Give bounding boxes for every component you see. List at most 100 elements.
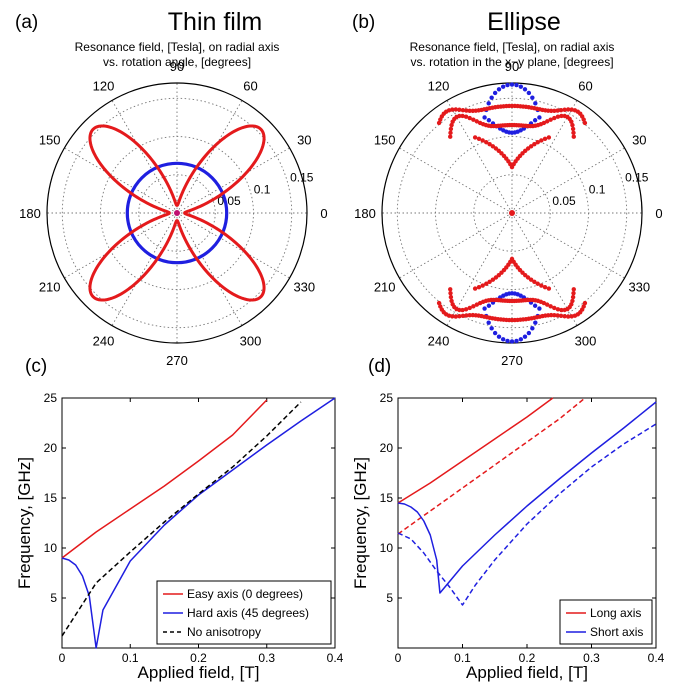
data-point	[489, 95, 494, 100]
data-point	[505, 82, 510, 88]
angle-label: 90	[170, 59, 184, 74]
data-point	[496, 334, 502, 339]
series-blue-outer	[482, 82, 542, 344]
data-point	[476, 284, 482, 290]
angle-label: 0	[655, 206, 662, 221]
x-tick-label: 0.2	[190, 651, 207, 665]
data-point	[509, 82, 515, 87]
data-point	[474, 302, 480, 307]
data-point	[571, 290, 576, 296]
data-point	[571, 287, 576, 292]
radial-label: 0.1	[254, 182, 271, 196]
data-point	[546, 135, 552, 140]
data-point	[535, 140, 540, 145]
data-point	[480, 138, 485, 143]
angle-label: 180	[354, 206, 376, 221]
angle-label: 210	[374, 280, 396, 295]
data-point	[570, 294, 576, 300]
data-point	[542, 284, 548, 290]
data-point	[448, 130, 453, 136]
data-point	[493, 146, 499, 151]
data-point	[472, 135, 478, 140]
data-point	[450, 314, 455, 319]
radial-label: 0.1	[589, 182, 606, 196]
angle-spoke	[399, 147, 513, 214]
data-point	[530, 326, 535, 331]
data-point	[570, 298, 575, 304]
data-point	[552, 115, 557, 121]
series-red-rose	[88, 124, 266, 302]
radial-label: 0.05	[552, 194, 576, 208]
series-line-2	[61, 401, 302, 637]
data-point	[457, 314, 462, 319]
angle-label: 210	[39, 280, 61, 295]
chart-subtitle: vs. rotation angle, [degrees]	[103, 55, 251, 69]
data-point	[566, 314, 571, 319]
data-point	[448, 290, 453, 296]
chart-title: Ellipse	[487, 8, 561, 36]
x-tick-label: 0.1	[122, 651, 139, 665]
radial-ring	[138, 174, 216, 252]
data-point	[559, 307, 564, 313]
legend-label: Long axis	[590, 606, 641, 620]
data-point	[522, 334, 528, 339]
data-point	[546, 286, 552, 291]
data-point	[533, 101, 538, 106]
panel-label: (d)	[368, 356, 391, 377]
data-point	[569, 302, 574, 307]
series-line-0	[397, 397, 554, 504]
polar-grid	[382, 83, 642, 343]
angle-label: 30	[632, 133, 646, 148]
data-point	[496, 87, 502, 92]
data-point	[460, 307, 465, 313]
data-point	[562, 113, 567, 119]
data-point	[500, 84, 506, 89]
data-point	[484, 140, 489, 145]
data-point	[555, 307, 561, 312]
data-point	[448, 134, 453, 139]
y-tick-label: 20	[380, 441, 394, 455]
center-point	[174, 210, 180, 216]
y-tick-label: 15	[44, 491, 58, 505]
angle-spoke	[176, 100, 243, 214]
data-point	[472, 286, 478, 291]
angle-label: 270	[501, 353, 523, 368]
legend-label: Easy axis (0 degrees)	[187, 587, 303, 601]
data-point	[453, 107, 458, 112]
data-point	[486, 101, 491, 106]
data-point	[509, 339, 515, 344]
data-point	[526, 90, 532, 96]
radial-ring	[61, 97, 293, 329]
data-point	[532, 279, 537, 285]
data-point	[505, 338, 510, 344]
data-point	[533, 320, 538, 325]
data-point	[552, 305, 557, 311]
data-point	[438, 117, 443, 122]
data-point	[467, 305, 472, 311]
y-tick-label: 5	[386, 591, 393, 605]
data-point	[548, 117, 553, 122]
radial-label: 0.15	[290, 171, 314, 185]
data-point	[549, 312, 554, 318]
series-red-lobe-outer	[436, 103, 588, 323]
data-point	[562, 107, 567, 112]
angle-label: 60	[578, 79, 592, 94]
data-point	[492, 330, 498, 336]
data-point	[566, 107, 571, 112]
data-point	[530, 95, 535, 100]
angle-label: 180	[19, 206, 41, 221]
data-point	[477, 120, 483, 126]
data-point	[514, 82, 519, 88]
data-point	[525, 275, 531, 280]
y-tick-label: 25	[380, 391, 394, 405]
data-point	[449, 122, 454, 128]
data-point	[537, 115, 542, 120]
angle-label: 300	[575, 333, 597, 348]
data-point	[486, 320, 491, 325]
data-point	[571, 130, 576, 136]
data-point	[453, 314, 458, 319]
data-point	[487, 141, 492, 147]
legend-label: No anisotropy	[187, 625, 261, 639]
data-point	[570, 126, 576, 132]
angle-spoke	[111, 212, 178, 326]
